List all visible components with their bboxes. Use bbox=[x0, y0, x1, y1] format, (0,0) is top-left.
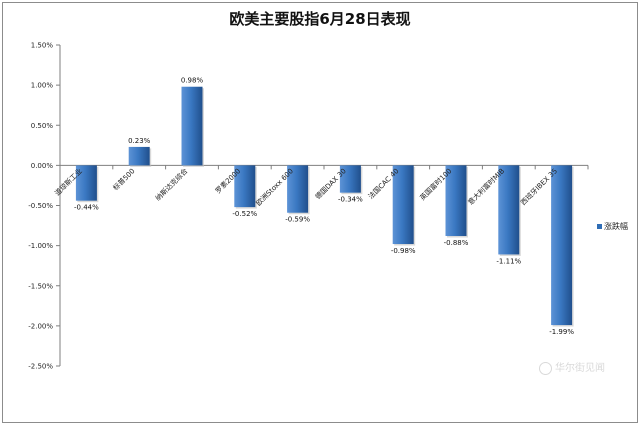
bar bbox=[75, 165, 97, 201]
y-tick-label: -1.00% bbox=[28, 242, 53, 250]
category-label: 纳斯达克综合 bbox=[153, 166, 189, 202]
data-label: -0.52% bbox=[232, 210, 257, 218]
data-label: 0.98% bbox=[181, 77, 204, 85]
bar bbox=[551, 165, 573, 326]
bar bbox=[339, 165, 361, 193]
bar bbox=[498, 165, 520, 255]
y-tick-label: 1.00% bbox=[31, 82, 54, 90]
data-label: -0.44% bbox=[74, 204, 99, 212]
bar bbox=[392, 165, 414, 245]
y-tick-label: 1.50% bbox=[31, 42, 54, 50]
data-label: -0.88% bbox=[444, 239, 469, 247]
y-tick-label: -2.50% bbox=[28, 363, 53, 371]
chart-title: 欧美主要股指6月28日表现 bbox=[229, 10, 411, 28]
bar bbox=[287, 165, 309, 213]
bar bbox=[128, 146, 150, 166]
watermark-logo-icon bbox=[539, 361, 552, 375]
data-label: -1.99% bbox=[549, 328, 574, 336]
y-tick-label: -0.50% bbox=[28, 202, 53, 210]
y-tick-label: 0.00% bbox=[31, 162, 54, 170]
bar bbox=[234, 165, 256, 208]
axes: 1.50% 1.00% 0.50% 0.00% -0.50% -1.00% -1.50% -2… bbox=[28, 42, 589, 371]
y-tick-label: -1.50% bbox=[28, 282, 53, 290]
bar bbox=[181, 86, 203, 166]
y-tick-label: 0.50% bbox=[31, 122, 54, 130]
data-label: -0.98% bbox=[391, 247, 416, 255]
legend: 涨跌幅 bbox=[597, 221, 628, 232]
watermark: 华尔街见闻 bbox=[539, 359, 605, 375]
bar bbox=[445, 165, 467, 236]
watermark-text: 华尔街见闻 bbox=[555, 363, 605, 374]
category-label: 标普500 bbox=[111, 166, 137, 192]
legend-label: 涨跌幅 bbox=[604, 222, 628, 231]
data-label: -0.34% bbox=[338, 196, 363, 204]
data-label: -1.11% bbox=[496, 257, 521, 265]
legend-swatch bbox=[597, 224, 602, 229]
data-label: -0.59% bbox=[285, 216, 310, 224]
data-label: 0.23% bbox=[128, 137, 151, 145]
y-tick-label: -2.00% bbox=[28, 322, 53, 330]
bars bbox=[75, 86, 574, 327]
labels: -0.44%道琼斯工业0.23%标普5000.98%纳斯达克综合-0.52%罗素… bbox=[53, 77, 575, 336]
